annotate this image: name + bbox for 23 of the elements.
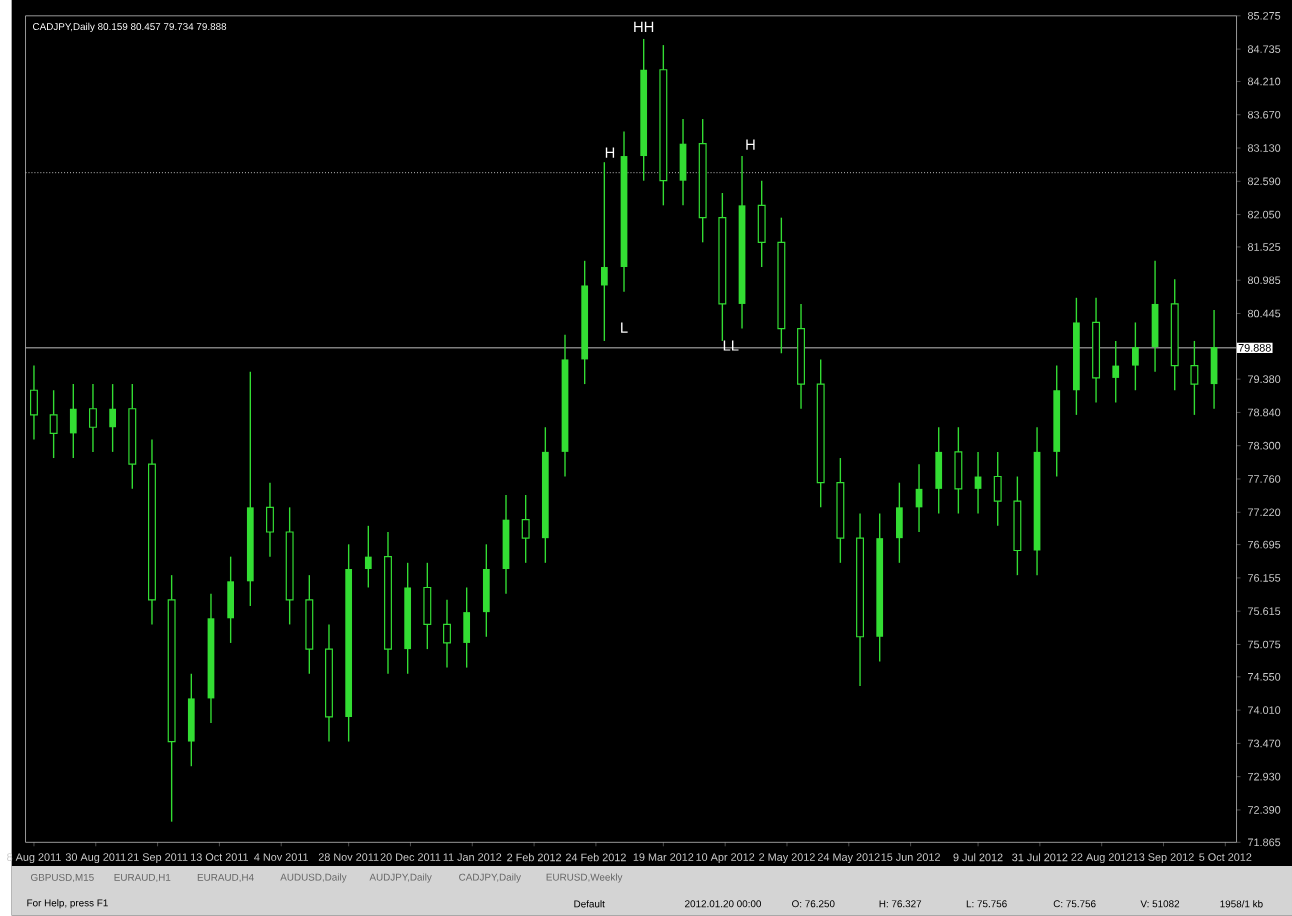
candlestick [1112, 340, 1120, 404]
candlestick [757, 180, 766, 268]
candlestick [49, 389, 58, 459]
candlestick [109, 383, 116, 453]
candlestick [88, 383, 97, 453]
candlestick [227, 556, 235, 644]
candlestick [443, 599, 451, 669]
candlestick [935, 426, 943, 515]
candlestick [1190, 340, 1199, 416]
candlestick [482, 543, 490, 638]
candlestick [187, 673, 195, 768]
candlestick [600, 161, 608, 342]
candlestick [993, 451, 1002, 527]
candlestick [69, 383, 77, 459]
candlestick [266, 482, 274, 558]
candlestick [463, 586, 471, 669]
candlestick [423, 562, 432, 650]
candlestick [1132, 321, 1139, 392]
candlestick [29, 365, 38, 441]
candlestick [954, 426, 963, 515]
candlestick [364, 525, 372, 589]
candlestick [521, 494, 530, 564]
candlestick [896, 482, 903, 564]
